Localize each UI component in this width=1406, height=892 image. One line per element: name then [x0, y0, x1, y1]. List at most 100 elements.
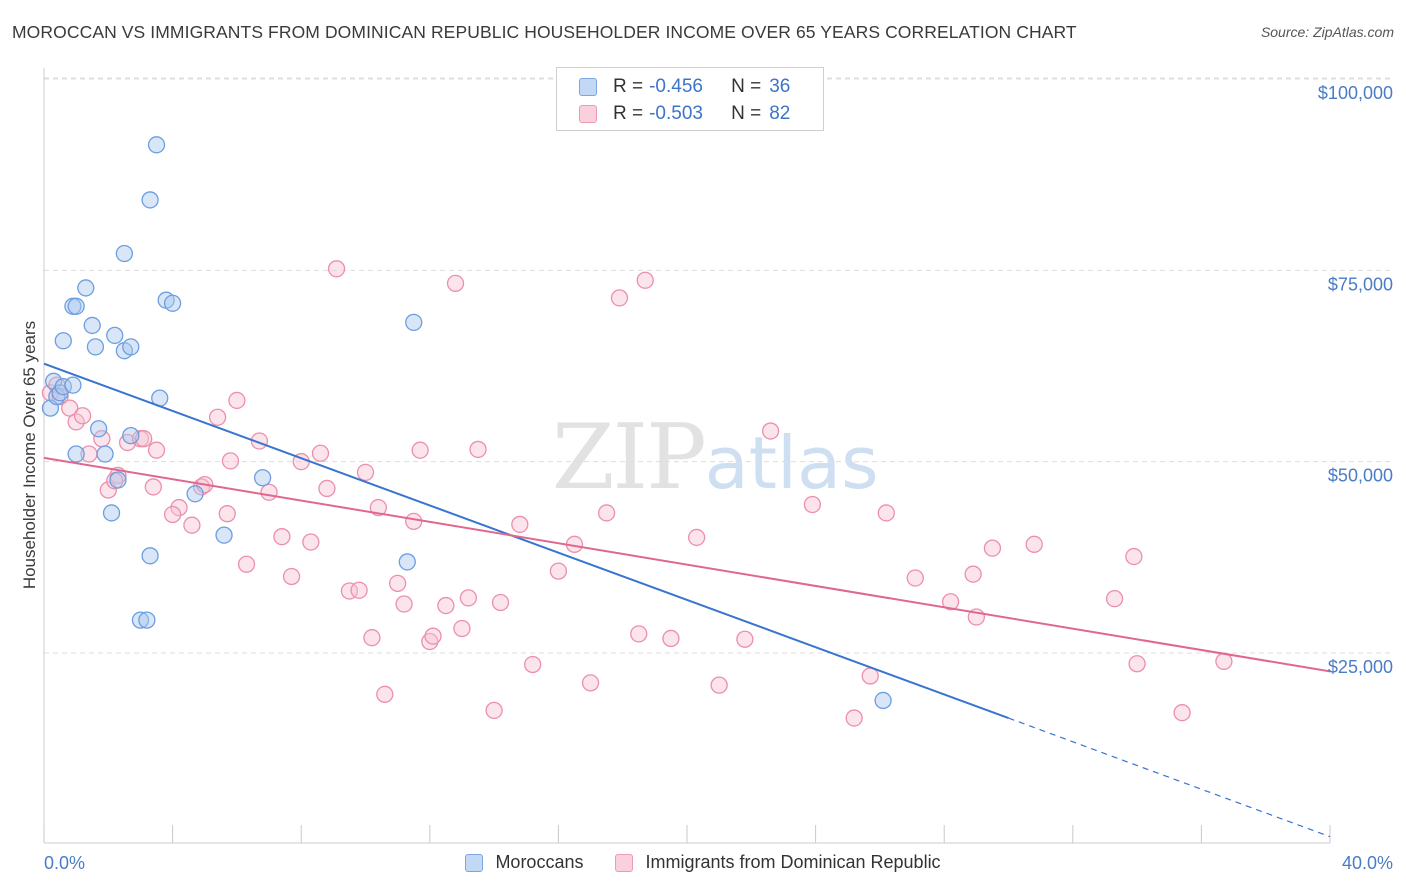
data-point-dominican: [845, 709, 863, 727]
data-point-dominican: [630, 625, 648, 643]
x-tick-labels: 0.0% 40.0%: [44, 853, 1393, 873]
data-point-dominican: [208, 408, 227, 426]
data-point-dominican: [610, 289, 629, 307]
data-point-dominican: [237, 555, 256, 573]
y-axis-label: Householder Income Over 65 years: [20, 320, 39, 590]
legend-r-value: -0.456: [649, 76, 703, 97]
data-point-dominican: [662, 629, 680, 648]
data-point-dominican: [388, 574, 407, 593]
data-point-dominican: [511, 515, 529, 534]
trend-lines: [43, 362, 1331, 719]
data-point-dominican: [327, 260, 346, 278]
data-point-dominican: [147, 441, 166, 459]
y-tick-label: $100,000: [1318, 83, 1393, 103]
legend-item-moroccans: Moroccans: [465, 852, 583, 873]
data-point-dominican: [687, 528, 706, 547]
data-point-moroccan: [83, 316, 101, 335]
data-point-dominican: [135, 430, 153, 448]
legend-label-moroccans: Moroccans: [495, 852, 584, 872]
correlation-legend: R = -0.456 N = 36 R = -0.503 N = 82: [556, 67, 824, 131]
data-point-dominican: [1173, 704, 1191, 722]
data-point-moroccan: [115, 244, 134, 263]
data-point-dominican: [350, 581, 368, 599]
data-point-dominican: [1105, 590, 1124, 608]
data-point-dominican: [405, 512, 423, 531]
data-point-moroccan: [141, 191, 159, 209]
legend-n-label: N =: [731, 76, 762, 97]
data-point-dominican: [524, 655, 542, 674]
data-point-dominican: [273, 528, 291, 546]
legend-label-dominican: Immigrants from Dominican Republic: [645, 852, 941, 872]
data-point-dominican: [906, 569, 924, 587]
legend-swatch-pink: [615, 853, 634, 872]
data-point-moroccan: [141, 547, 159, 565]
y-tick-label: $25,000: [1328, 657, 1393, 677]
data-point-dominican: [636, 271, 654, 289]
chart-title: MOROCCAN VS IMMIGRANTS FROM DOMINICAN RE…: [12, 22, 1077, 42]
legend-r-label: R =: [613, 76, 644, 97]
watermark-zip: ZIP: [552, 405, 707, 510]
data-point-dominican: [437, 596, 455, 615]
y-tick-labels: $25,000 $50,000 $75,000 $100,000: [1318, 83, 1393, 677]
data-point-dominican: [581, 674, 600, 692]
legend-item-dominican: Immigrants from Dominican Republic: [615, 852, 941, 873]
x-tick-label: 0.0%: [44, 853, 85, 873]
data-point-moroccan: [122, 338, 140, 356]
data-point-dominican: [369, 498, 388, 517]
data-point-dominican: [446, 274, 465, 292]
data-point-dominican: [363, 629, 381, 647]
data-point-moroccan: [131, 611, 150, 629]
x-tick-label: 40.0%: [1342, 853, 1393, 873]
data-point-moroccan: [109, 471, 127, 489]
data-point-dominican: [964, 565, 982, 583]
data-point-moroccan: [163, 294, 182, 312]
data-point-dominican: [803, 495, 822, 514]
data-point-dominican: [228, 391, 246, 410]
data-point-dominican: [877, 504, 895, 522]
series-dominican-points: [41, 260, 1233, 727]
legend-n-value: 82: [769, 103, 791, 124]
data-point-dominican: [144, 478, 162, 496]
data-point-moroccan: [398, 553, 416, 571]
data-point-dominican: [170, 498, 188, 517]
data-point-dominican: [73, 407, 92, 425]
data-point-moroccan: [86, 338, 105, 356]
trend-line-moroccans: [43, 362, 1009, 719]
y-tick-label: $75,000: [1328, 274, 1393, 294]
data-point-moroccan: [874, 691, 892, 710]
trend-lines-dashed: [1008, 717, 1331, 838]
watermark: ZIPatlas: [552, 405, 879, 510]
legend-n-label: N =: [731, 103, 762, 124]
trend-line-dominican: [43, 456, 1331, 673]
data-point-moroccan: [122, 426, 140, 445]
data-point-dominican: [1025, 535, 1043, 553]
data-point-dominican: [356, 463, 375, 482]
data-point-moroccan: [253, 469, 272, 487]
data-point-dominican: [282, 567, 301, 586]
watermark-atlas: atlas: [704, 421, 879, 505]
data-point-dominican: [736, 630, 754, 648]
data-point-dominican: [1215, 652, 1233, 671]
data-point-moroccan: [90, 420, 108, 438]
data-point-moroccan: [106, 326, 124, 345]
trend-line-moroccans-projection: [1008, 717, 1331, 838]
data-point-moroccan: [102, 504, 121, 522]
data-point-dominican: [163, 505, 182, 524]
data-point-dominican: [710, 676, 728, 694]
data-point-moroccan: [96, 445, 114, 463]
data-point-dominican: [453, 619, 471, 638]
data-point-moroccan: [77, 279, 95, 297]
data-point-dominican: [459, 589, 478, 607]
data-point-dominican: [421, 632, 439, 651]
data-point-moroccan: [54, 332, 72, 350]
legend-swatch-pink: [579, 105, 597, 123]
data-point-dominican: [221, 452, 240, 470]
data-point-dominican: [260, 483, 278, 501]
data-point-moroccan: [147, 136, 166, 154]
data-point-dominican: [411, 441, 429, 459]
data-point-dominican: [183, 516, 201, 534]
legend-n-value: 36: [769, 76, 791, 97]
data-point-dominican: [395, 595, 413, 613]
data-point-moroccan: [186, 485, 204, 503]
